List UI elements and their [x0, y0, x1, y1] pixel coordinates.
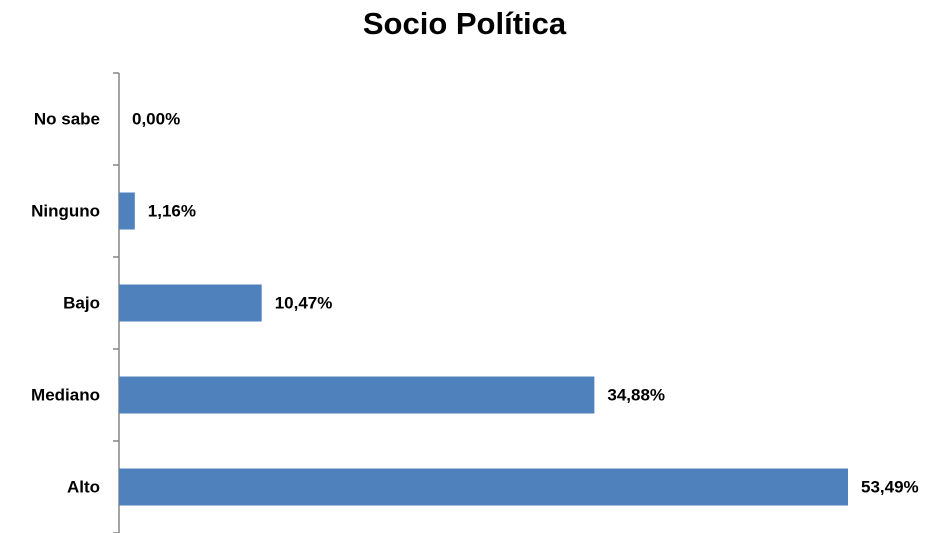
data-label: 34,88%	[607, 386, 665, 405]
category-label: Ninguno	[31, 202, 100, 221]
chart-title: Socio Política	[362, 6, 567, 41]
bar-bajo	[119, 284, 262, 322]
category-label: Bajo	[63, 294, 100, 313]
data-label: 1,16%	[148, 202, 196, 221]
category-label: Mediano	[31, 386, 100, 405]
category-label: No sabe	[34, 110, 100, 129]
data-label: 53,49%	[861, 478, 919, 497]
bar-ninguno	[119, 192, 135, 230]
data-label: 0,00%	[132, 110, 180, 129]
category-label: Alto	[67, 478, 100, 497]
bar-alto	[119, 468, 848, 506]
bar-mediano	[119, 376, 595, 414]
data-label: 10,47%	[275, 294, 333, 313]
